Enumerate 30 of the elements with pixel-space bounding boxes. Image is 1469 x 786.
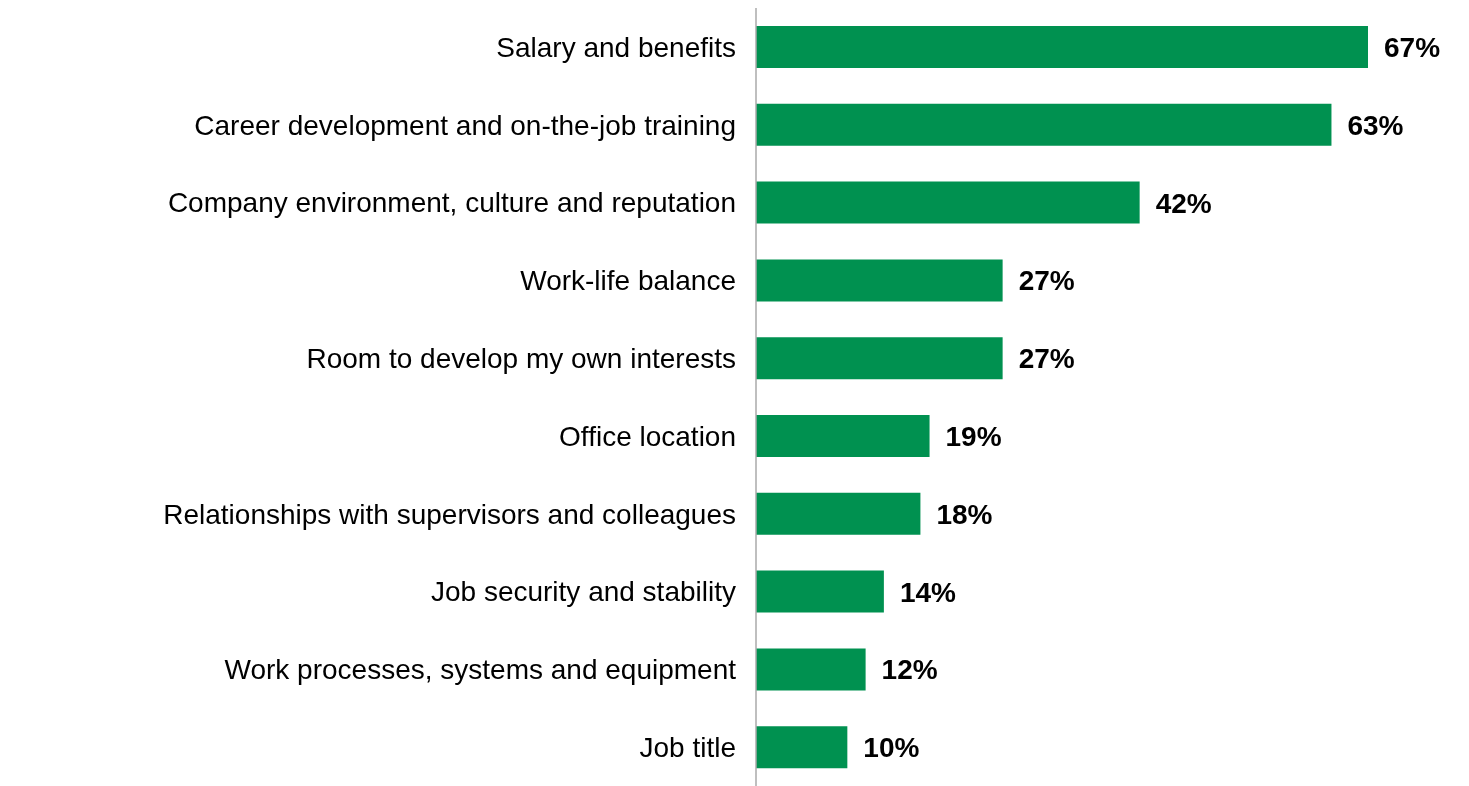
y-tick-label: Room to develop my own interests — [306, 343, 736, 375]
bar — [756, 726, 848, 769]
bar — [756, 570, 884, 613]
bar — [756, 103, 1332, 146]
y-tick-label: Career development and on-the-job training — [194, 109, 736, 141]
y-tick-label: Company environment, culture and reputation — [167, 187, 736, 219]
y-tick-label: Relationships with supervisors and colleagues — [163, 498, 736, 530]
data-label: 19% — [945, 420, 1002, 452]
y-tick-label: Job title — [639, 732, 736, 764]
data-label: 42% — [1155, 187, 1212, 219]
bar — [756, 26, 1368, 68]
bar — [756, 492, 921, 535]
bar — [756, 259, 1003, 302]
data-label: 10% — [863, 732, 920, 764]
y-tick-label: Work-life balance — [520, 265, 736, 297]
bar — [756, 648, 866, 691]
data-label: 18% — [936, 498, 993, 530]
data-label: 27% — [1018, 265, 1075, 297]
data-label: 12% — [881, 654, 938, 686]
y-tick-label: Office location — [559, 420, 736, 452]
data-label: 14% — [899, 576, 957, 608]
data-label: 67% — [1384, 31, 1441, 63]
y-tick-label: Job security and stability — [430, 576, 736, 608]
data-label: 63% — [1347, 109, 1404, 141]
y-tick-label: Salary and benefits — [496, 31, 736, 63]
bar — [756, 337, 1003, 380]
bar — [756, 181, 1140, 224]
bar — [756, 415, 930, 457]
data-label: 27% — [1018, 343, 1075, 375]
y-tick-label: Work processes, systems and equipment — [224, 654, 737, 686]
